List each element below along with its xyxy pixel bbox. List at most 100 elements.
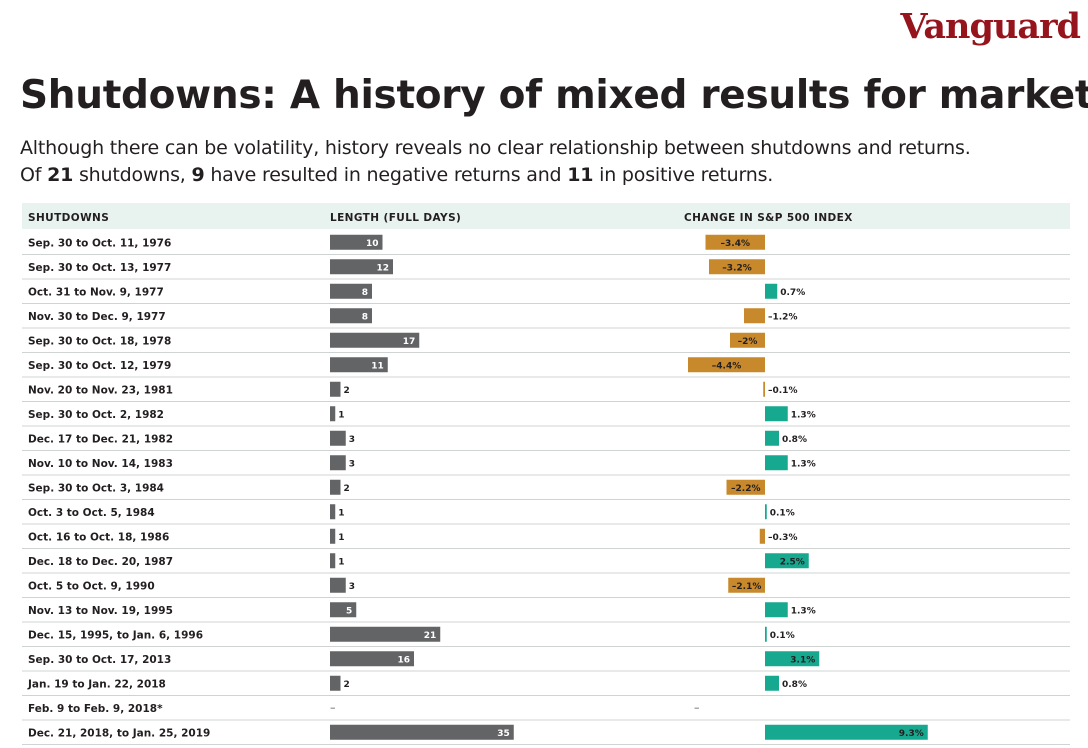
- length-bar: [330, 553, 336, 569]
- length-bar: [330, 308, 372, 324]
- header-shutdowns: SHUTDOWNS: [28, 212, 110, 224]
- table-header-band: [22, 203, 1070, 229]
- change-value-label: –2.1%: [732, 582, 761, 592]
- header-change: CHANGE IN S&P 500 INDEX: [684, 212, 853, 224]
- length-value-label: 8: [362, 312, 368, 322]
- length-bar: [330, 455, 346, 471]
- change-value-label: 0.1%: [770, 631, 795, 641]
- length-value-label: 5: [346, 606, 352, 616]
- change-value-label: 3.1%: [790, 655, 815, 665]
- length-bar: [330, 357, 388, 373]
- change-value-label: –3.4%: [721, 239, 750, 249]
- change-value-label: 0.1%: [770, 508, 795, 518]
- length-bar: [330, 626, 441, 642]
- positive-change-bar: [765, 553, 809, 569]
- length-bar: [330, 332, 420, 348]
- row-period-label: Oct. 16 to Oct. 18, 1986: [28, 531, 169, 543]
- length-bar: [330, 381, 341, 397]
- length-bar: [330, 406, 336, 422]
- row-period-label: Oct. 31 to Nov. 9, 1977: [28, 286, 164, 298]
- row-period-label: Oct. 3 to Oct. 5, 1984: [28, 507, 155, 519]
- length-value-label: 16: [397, 655, 410, 665]
- row-period-label: Dec. 18 to Dec. 20, 1987: [28, 556, 173, 568]
- length-bar: [330, 504, 336, 520]
- row-period-label: Sep. 30 to Oct. 11, 1976: [28, 237, 171, 249]
- positive-change-bar: [765, 283, 778, 299]
- length-value-label: 2: [344, 386, 350, 396]
- negative-change-bar: [730, 332, 765, 348]
- negative-change-bar: [705, 234, 765, 250]
- positive-change-bar: [765, 626, 767, 642]
- length-bar: [330, 259, 393, 275]
- negative-change-bar: [763, 381, 765, 397]
- positive-change-bar: [765, 724, 928, 740]
- length-bar: [330, 724, 514, 740]
- length-value-label: 3: [349, 435, 355, 445]
- row-period-label: Sep. 30 to Oct. 18, 1978: [28, 335, 171, 347]
- vanguard-logo: Vanguard: [900, 6, 1081, 47]
- length-value-label: 21: [424, 631, 437, 641]
- change-value-label: –0.3%: [768, 533, 797, 543]
- row-period-label: Sep. 30 to Oct. 2, 1982: [28, 409, 164, 421]
- change-value-label: –2.2%: [731, 484, 760, 494]
- row-period-label: Dec. 21, 2018, to Jan. 25, 2019: [28, 727, 210, 739]
- length-bar: [330, 651, 414, 667]
- change-value-label: –3.2%: [722, 263, 751, 273]
- length-bar: [330, 430, 346, 446]
- length-bar: [330, 577, 346, 593]
- length-value-label: 1: [338, 557, 344, 567]
- change-value-label: –4.4%: [712, 361, 741, 371]
- change-value-label: 0.7%: [780, 288, 805, 298]
- positive-change-bar: [765, 504, 767, 520]
- length-bar: [330, 479, 341, 495]
- length-bar: [330, 283, 372, 299]
- negative-change-bar: [744, 308, 765, 324]
- length-value-label: 3: [349, 582, 355, 592]
- row-period-label: Feb. 9 to Feb. 9, 2018*: [28, 703, 163, 715]
- length-value-label: 11: [371, 361, 384, 371]
- change-value-label: 0.8%: [782, 435, 807, 445]
- negative-change-bar: [688, 357, 765, 373]
- change-value-label: 1.3%: [791, 606, 816, 616]
- length-value-label: 35: [497, 729, 510, 739]
- row-period-label: Nov. 30 to Dec. 9, 1977: [28, 311, 166, 323]
- row-period-label: Oct. 5 to Oct. 9, 1990: [28, 580, 155, 592]
- row-period-label: Sep. 30 to Oct. 3, 1984: [28, 482, 164, 494]
- row-period-label: Nov. 13 to Nov. 19, 1995: [28, 605, 173, 617]
- page-title: Shutdowns: A history of mixed results fo…: [20, 73, 1088, 118]
- length-bar: [330, 528, 336, 544]
- row-period-label: Sep. 30 to Oct. 12, 1979: [28, 360, 171, 372]
- row-period-label: Dec. 17 to Dec. 21, 1982: [28, 433, 173, 445]
- subtitle: Although there can be volatility, histor…: [20, 135, 971, 189]
- change-value-label: –0.1%: [768, 386, 797, 396]
- subtitle-line-1: Although there can be volatility, histor…: [20, 137, 971, 159]
- length-value-label: –: [330, 701, 336, 714]
- change-value-label: 2.5%: [780, 557, 805, 567]
- length-value-label: 10: [366, 239, 379, 249]
- negative-change-bar: [709, 259, 765, 275]
- length-value-label: 1: [338, 410, 344, 420]
- length-value-label: 2: [344, 680, 350, 690]
- change-value-label: 1.3%: [791, 410, 816, 420]
- positive-change-bar: [765, 430, 779, 446]
- change-value-label: –: [694, 701, 700, 714]
- subtitle-line-2: Of 21 shutdowns, 9 have resulted in nega…: [20, 164, 774, 186]
- change-value-label: 1.3%: [791, 459, 816, 469]
- negative-change-bar: [728, 577, 765, 593]
- length-value-label: 12: [376, 263, 389, 273]
- row-period-label: Nov. 20 to Nov. 23, 1981: [28, 384, 173, 396]
- change-value-label: –1.2%: [768, 312, 797, 322]
- row-period-label: Dec. 15, 1995, to Jan. 6, 1996: [28, 629, 203, 641]
- row-period-label: Sep. 30 to Oct. 17, 2013: [28, 654, 171, 666]
- change-value-label: 9.3%: [899, 729, 924, 739]
- length-value-label: 1: [338, 508, 344, 518]
- change-value-label: –2%: [738, 337, 758, 347]
- length-value-label: 3: [349, 459, 355, 469]
- positive-change-bar: [765, 406, 788, 422]
- length-value-label: 2: [344, 484, 350, 494]
- length-value-label: 17: [403, 337, 416, 347]
- length-bar: [330, 675, 341, 691]
- negative-change-bar: [759, 528, 765, 544]
- positive-change-bar: [765, 675, 779, 691]
